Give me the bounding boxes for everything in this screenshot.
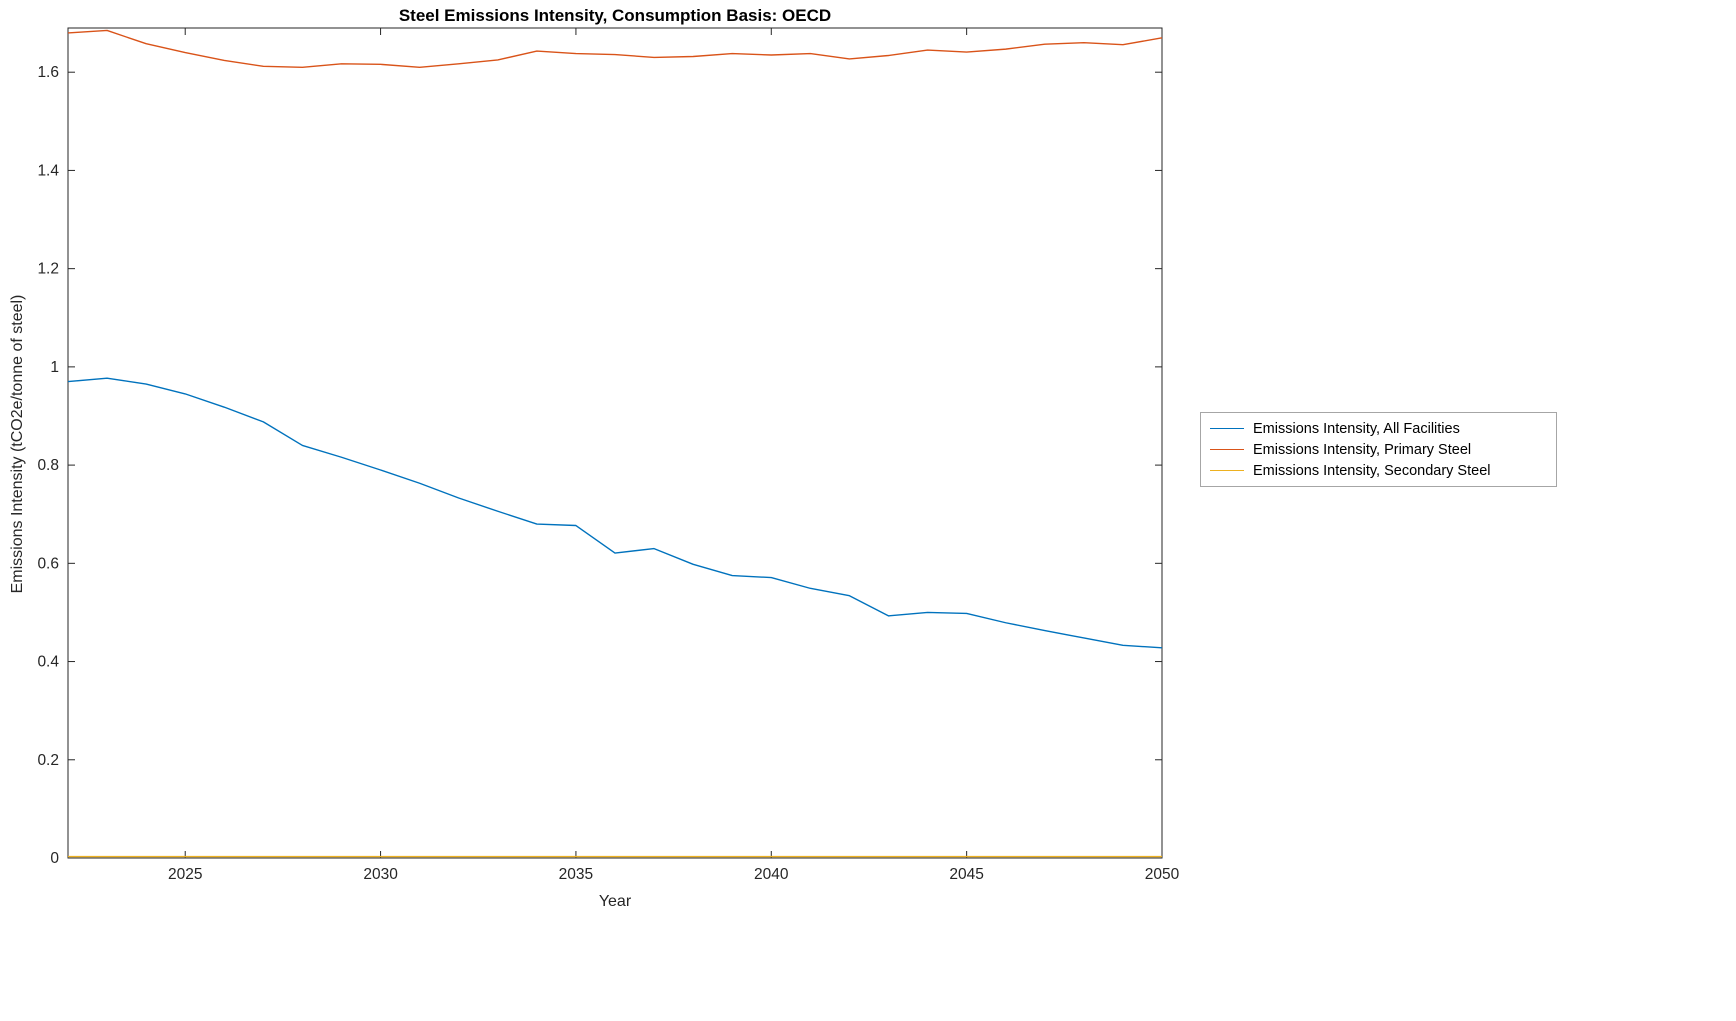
legend-item: Emissions Intensity, Secondary Steel: [1201, 460, 1556, 481]
legend-item: Emissions Intensity, Primary Steel: [1201, 439, 1556, 460]
x-tick-label: 2035: [559, 866, 593, 883]
y-tick-label: 0.4: [37, 654, 59, 671]
y-tick-label: 0.6: [37, 555, 59, 572]
y-tick-label: 0.2: [37, 752, 59, 769]
series-line-2: [67, 29, 1163, 68]
y-axis-label: Emissions Intensity (tCO2e/tonne of stee…: [9, 294, 26, 594]
legend-label: Emissions Intensity, Primary Steel: [1253, 441, 1472, 458]
legend-line-swatch: [1210, 470, 1244, 471]
plot-box: [67, 27, 1163, 859]
y-tick-label: 0.8: [37, 457, 59, 474]
x-tick-label: 2030: [363, 866, 398, 883]
chart-title: Steel Emissions Intensity, Consumption B…: [398, 6, 832, 25]
y-tick-label: 0: [50, 850, 59, 867]
x-tick-label: 2040: [754, 866, 789, 883]
legend-line-swatch: [1210, 428, 1244, 429]
legend-item: Emissions Intensity, All Facilities: [1201, 418, 1556, 439]
legend: Emissions Intensity, All Facilities Emiss…: [1200, 412, 1557, 487]
y-tick-label: 1.6: [37, 64, 59, 81]
x-tick-label: 2025: [168, 866, 202, 883]
x-tick-label: 2045: [949, 866, 983, 883]
legend-label: Emissions Intensity, Secondary Steel: [1253, 462, 1491, 479]
x-axis-label: Year: [598, 893, 632, 910]
y-tick-label: 1: [50, 359, 59, 376]
legend-line-swatch: [1210, 449, 1244, 450]
y-tick-label: 1.4: [37, 162, 59, 179]
series-line-1: [67, 377, 1163, 649]
legend-label: Emissions Intensity, All Facilities: [1253, 420, 1460, 437]
y-tick-label: 1.2: [37, 261, 59, 278]
x-tick-label: 2050: [1145, 866, 1180, 883]
